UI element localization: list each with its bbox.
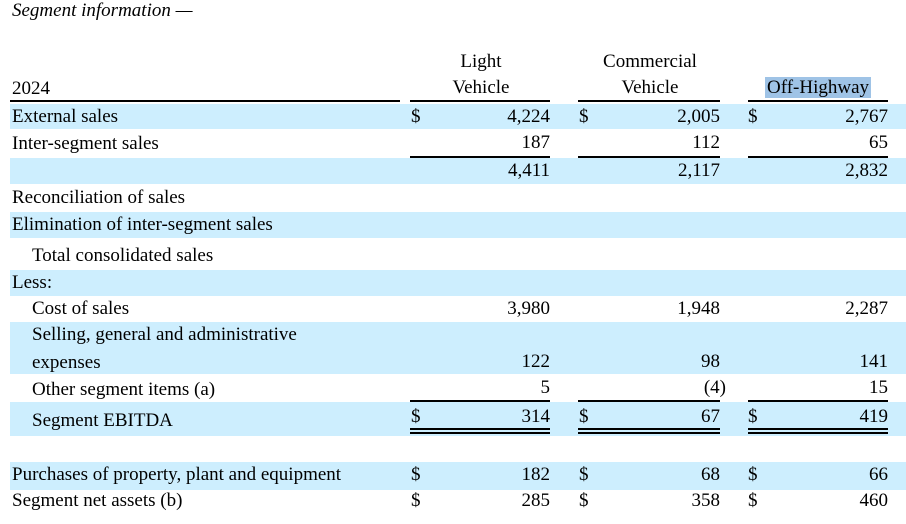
value-inter-offhighway: 65 <box>869 132 888 153</box>
ebitda-rule-top-col1 <box>410 400 550 402</box>
label-sga-line2: expenses <box>32 352 101 373</box>
label-segment-ebitda: Segment EBITDA <box>32 410 173 431</box>
value-ebitda-offhighway: 419 <box>859 406 889 427</box>
ebitda-double-rule-col3-a <box>748 428 888 430</box>
value-external-light: 4,224 <box>507 106 550 127</box>
label-sga-line1: Selling, general and administrative <box>32 324 297 345</box>
subtotal-rule-col2 <box>578 156 720 158</box>
currency-sign: $ <box>579 464 589 485</box>
label-other-segment-items: Other segment items (a) <box>32 379 216 400</box>
col-light-vehicle-line2: Vehicle <box>452 77 510 98</box>
value-netassets-offhighway: 460 <box>859 490 889 511</box>
band-purchases <box>10 462 906 490</box>
section-title: Segment information — <box>12 0 193 21</box>
ebitda-double-rule-col1-b <box>410 432 550 434</box>
currency-sign: $ <box>411 406 421 427</box>
currency-sign: $ <box>411 106 421 127</box>
value-purchases-commercial: 68 <box>701 464 720 485</box>
currency-sign: $ <box>748 406 758 427</box>
band-subtotal <box>10 158 906 184</box>
col-light-vehicle-line1: Light <box>460 51 502 72</box>
currency-sign: $ <box>748 464 758 485</box>
band-elimination <box>10 212 906 238</box>
ebitda-double-rule-col2-a <box>578 428 720 430</box>
currency-sign: $ <box>579 406 589 427</box>
value-sga-offhighway: 141 <box>859 351 889 372</box>
ebitda-rule-top-col2 <box>578 400 720 402</box>
label-cost-of-sales: Cost of sales <box>32 298 130 319</box>
band-external-sales <box>10 104 906 129</box>
header-rule-label <box>10 100 400 102</box>
value-netassets-light: 285 <box>521 490 551 511</box>
value-purchases-offhighway: 66 <box>869 464 888 485</box>
year-label: 2024 <box>12 78 50 99</box>
value-other-commercial: (4) <box>703 377 726 398</box>
label-purchases-ppe: Purchases of property, plant and equipme… <box>12 464 342 485</box>
currency-sign: $ <box>748 490 758 511</box>
value-other-light: 5 <box>540 377 551 398</box>
label-elimination: Elimination of inter-segment sales <box>12 214 273 235</box>
label-inter-segment-sales: Inter-segment sales <box>12 133 159 154</box>
currency-sign: $ <box>411 464 421 485</box>
currency-sign: $ <box>579 106 589 127</box>
value-cost-light: 3,980 <box>507 298 550 319</box>
currency-sign: $ <box>579 490 589 511</box>
value-ebitda-commercial: 67 <box>701 406 720 427</box>
value-inter-light: 187 <box>521 132 551 153</box>
value-purchases-light: 182 <box>521 464 551 485</box>
label-total-consolidated: Total consolidated sales <box>32 245 214 266</box>
col-commercial-vehicle-line1: Commercial <box>603 51 697 72</box>
ebitda-double-rule-col2-b <box>578 432 720 434</box>
value-ebitda-light: 314 <box>521 406 551 427</box>
value-cost-offhighway: 2,287 <box>845 298 888 319</box>
subtotal-rule-col3 <box>748 156 888 158</box>
col-off-highway: Off-Highway <box>764 77 871 98</box>
currency-sign: $ <box>748 106 758 127</box>
value-cost-commercial: 1,948 <box>677 298 720 319</box>
value-external-offhighway: 2,767 <box>845 106 888 127</box>
col-commercial-vehicle-line2: Vehicle <box>621 77 679 98</box>
label-less: Less: <box>12 272 53 293</box>
value-sga-commercial: 98 <box>701 351 720 372</box>
value-subtotal-commercial: 2,117 <box>677 160 720 181</box>
subtotal-rule-col1 <box>410 156 550 158</box>
value-netassets-commercial: 358 <box>691 490 721 511</box>
currency-sign: $ <box>411 490 421 511</box>
band-less <box>10 270 906 296</box>
band-ebitda <box>10 402 906 436</box>
value-other-offhighway: 15 <box>869 377 888 398</box>
value-subtotal-light: 4,411 <box>507 160 550 181</box>
ebitda-double-rule-col3-b <box>748 432 888 434</box>
header-rule-col3 <box>748 100 888 102</box>
label-external-sales: External sales <box>12 106 119 127</box>
value-external-commercial: 2,005 <box>677 106 720 127</box>
header-rule-col2 <box>578 100 720 102</box>
value-inter-commercial: 112 <box>692 132 720 153</box>
ebitda-rule-top-col3 <box>748 400 888 402</box>
label-segment-net-assets: Segment net assets (b) <box>12 490 183 511</box>
value-sga-light: 122 <box>521 351 551 372</box>
band-sga <box>10 322 906 374</box>
value-subtotal-offhighway: 2,832 <box>845 160 888 181</box>
label-reconciliation: Reconciliation of sales <box>12 187 186 208</box>
header-rule-col1 <box>410 100 550 102</box>
ebitda-double-rule-col1-a <box>410 428 550 430</box>
